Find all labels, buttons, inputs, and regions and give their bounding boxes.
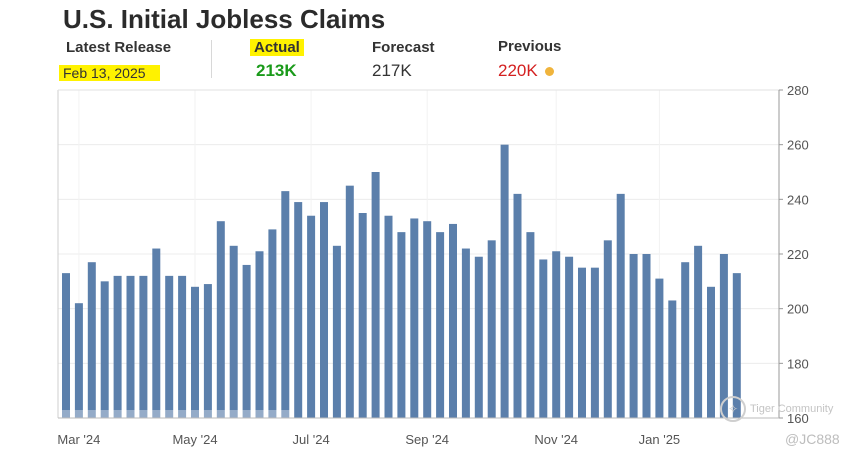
x-tick-label: Jan '25: [639, 432, 681, 447]
bar: [191, 286, 199, 418]
bar: [126, 275, 135, 418]
bar: [242, 264, 251, 418]
bar: [616, 193, 625, 418]
y-tick-label: 240: [787, 192, 809, 207]
bar: [565, 256, 574, 418]
x-tick-label: Sep '24: [405, 432, 449, 447]
x-tick-label: Nov '24: [534, 432, 578, 447]
forecast-value: 217K: [372, 61, 412, 80]
bar: [371, 172, 380, 418]
bar: [113, 275, 122, 418]
bar: [655, 278, 664, 418]
bar: [500, 144, 509, 418]
bar: [165, 275, 174, 418]
bar: [281, 191, 290, 418]
watermark-text: Tiger Community: [750, 402, 834, 415]
y-tick-label: 180: [787, 356, 809, 371]
bar: [87, 262, 96, 418]
bar: [203, 284, 212, 418]
bar: [681, 262, 690, 418]
page-title: U.S. Initial Jobless Claims: [63, 4, 386, 34]
bar: [590, 267, 599, 418]
previous-value-text: 220K: [498, 61, 538, 80]
bar: [268, 229, 277, 418]
previous-indicator-dot: [544, 67, 554, 77]
bar: [539, 259, 548, 418]
bar: [719, 254, 728, 418]
actual-value: 213K: [256, 61, 297, 80]
bar: [74, 303, 83, 418]
latest-release-label: Latest Release: [66, 39, 172, 56]
bar: [526, 232, 535, 418]
previous-label: Previous: [498, 38, 562, 55]
bar: [152, 248, 161, 418]
latest-release-date: Feb 13, 2025: [59, 65, 160, 81]
bar: [294, 202, 303, 418]
bar: [603, 240, 612, 418]
bar: [642, 254, 651, 418]
bar: [384, 215, 393, 418]
bar: [513, 193, 522, 418]
bar: [410, 218, 419, 418]
bar: [345, 185, 354, 418]
bar: [62, 273, 70, 418]
bar: [474, 256, 483, 418]
bar: [629, 254, 638, 418]
bar: [707, 286, 715, 418]
bar: [100, 281, 109, 418]
actual-label: Actual: [250, 39, 304, 56]
bar: [307, 215, 316, 418]
y-tick-label: 160: [787, 411, 809, 426]
bar: [423, 221, 432, 418]
forecast-label: Forecast: [372, 39, 435, 56]
y-tick-label: 200: [787, 302, 809, 317]
bar: [449, 223, 457, 418]
bar: [732, 273, 741, 418]
bar: [229, 245, 238, 418]
bar: [552, 251, 561, 418]
bar: [461, 248, 470, 418]
tiger-logo-icon: ✧: [720, 396, 746, 422]
bar: [216, 221, 225, 418]
x-tick-label: Jul '24: [293, 432, 330, 447]
bar-fade-strip: [60, 410, 290, 418]
header-separator: [211, 40, 212, 78]
latest-release-value: Feb 13, 2025: [59, 63, 160, 83]
watermark-handle: @JC888: [785, 431, 840, 447]
bar: [668, 300, 677, 418]
watermark: ✧ Tiger Community: [720, 396, 833, 422]
bar: [436, 232, 445, 418]
bar: [694, 245, 703, 418]
bar: [487, 240, 496, 418]
bar: [320, 202, 328, 418]
previous-value: 220K: [498, 61, 554, 81]
x-tick-label: Mar '24: [57, 432, 100, 447]
y-tick-label: 260: [787, 138, 809, 153]
actual-label-text: Actual: [250, 39, 304, 56]
bar: [255, 251, 264, 418]
bar: [139, 275, 148, 418]
bar: [178, 275, 187, 418]
bar: [578, 267, 586, 418]
y-tick-label: 220: [787, 247, 809, 262]
x-tick-label: May '24: [172, 432, 217, 447]
bar: [397, 232, 406, 418]
bar: [332, 245, 341, 418]
bar: [358, 213, 367, 418]
y-tick-label: 280: [787, 83, 809, 98]
